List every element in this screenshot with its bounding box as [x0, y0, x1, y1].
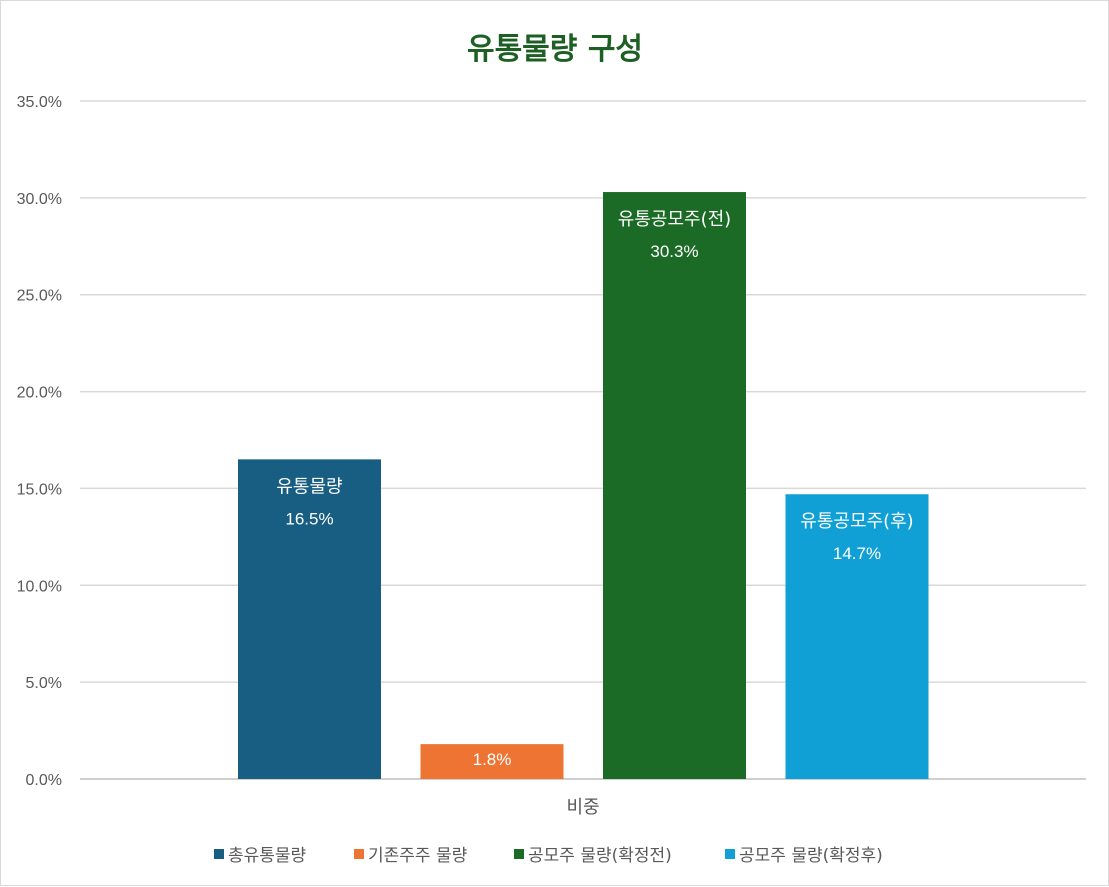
legend-swatch — [214, 849, 224, 859]
y-tick-label: 15.0% — [17, 481, 62, 498]
data-labels: 유통물량 16.5% 1.8% 유통공모주(전) 30.3% 유통공모주(후) 14.7% — [276, 209, 913, 769]
bar-name-label: 유통공모주(후) — [800, 511, 913, 532]
bars — [238, 192, 929, 779]
legend-swatch — [514, 849, 524, 859]
bar-value-label: 1.8% — [473, 750, 512, 769]
chart-title: 유통물량 구성 — [467, 32, 643, 67]
bar-name-label: 유통물량 — [276, 476, 342, 497]
legend-label: 총유통물량 — [228, 846, 307, 866]
legend-label: 기존주주 물량 — [368, 846, 468, 866]
y-tick-label: 30.0% — [17, 191, 62, 208]
legend-swatch — [725, 849, 735, 859]
y-tick-label: 0.0% — [26, 772, 62, 789]
x-category-label: 비중 — [566, 797, 599, 818]
y-tick-label: 35.0% — [17, 94, 62, 111]
gridlines — [80, 100, 1086, 780]
bar-value-label: 16.5% — [285, 509, 333, 528]
bar — [603, 192, 746, 779]
y-tick-label: 25.0% — [17, 288, 62, 305]
bar — [420, 744, 564, 779]
y-tick-label: 5.0% — [26, 675, 62, 692]
bar — [785, 494, 929, 779]
bar-name-label: 유통공모주(전) — [618, 209, 731, 230]
legend-label: 공모주 물량(확정전) — [528, 846, 672, 866]
y-axis-ticks: 35.0% 30.0% 25.0% 20.0% 15.0% 10.0% 5.0% 0.0% — [17, 94, 62, 789]
bar-value-label: 14.7% — [833, 544, 881, 563]
legend-label: 공모주 물량(확정후) — [739, 846, 883, 866]
y-tick-label: 10.0% — [17, 578, 62, 595]
y-tick-label: 20.0% — [17, 385, 62, 402]
legend-swatch — [354, 849, 364, 859]
bar — [238, 459, 381, 779]
legend: 총유통물량 기존주주 물량 공모주 물량(확정전) 공모주 물량(확정후) — [214, 846, 883, 866]
bar-value-label: 30.3% — [650, 242, 698, 261]
